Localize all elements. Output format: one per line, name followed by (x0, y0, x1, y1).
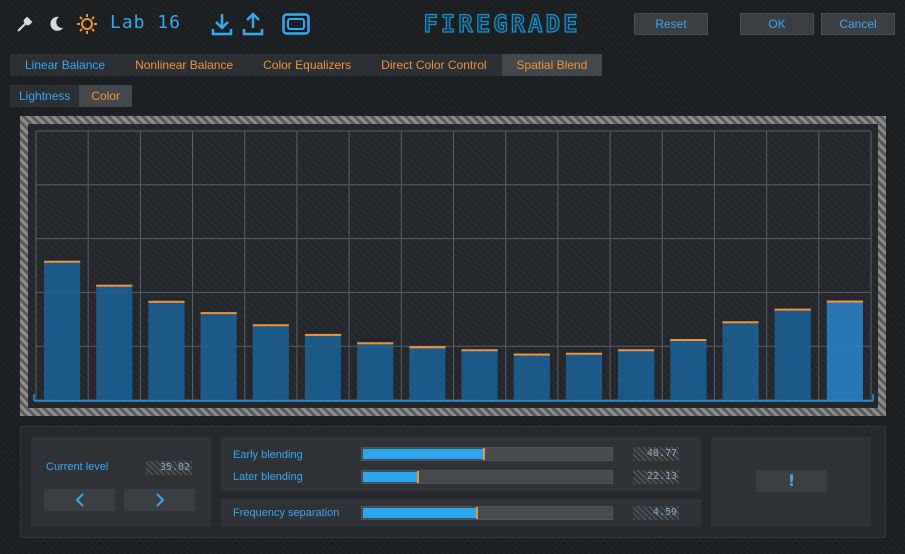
controls-panel: Current level 35.82 Early blending 48.77… (20, 426, 886, 538)
tab-spatial-blend[interactable]: Spatial Blend (501, 54, 603, 76)
reset-button[interactable]: Reset (634, 13, 708, 35)
eyedropper-icon[interactable] (13, 12, 37, 36)
sun-icon[interactable] (75, 12, 99, 36)
frequency-panel: Frequency separation 4.59 (221, 499, 701, 527)
bar-band-14[interactable] (722, 322, 759, 400)
current-level-value[interactable]: 35.82 (146, 461, 192, 475)
bar-band-5[interactable] (252, 325, 289, 400)
frequency-separation-fill (363, 508, 477, 518)
early-blending-fill (363, 449, 484, 459)
later-blending-handle[interactable] (417, 471, 419, 483)
bar-chart-svg[interactable] (28, 124, 878, 408)
warning-panel: ! (711, 437, 871, 527)
ok-button[interactable]: OK (740, 13, 814, 35)
bar-band-9[interactable] (461, 350, 498, 400)
bar-band-13[interactable] (670, 340, 707, 400)
subtab-color[interactable]: Color (79, 85, 133, 107)
sub-tabs: Lightness Color (10, 85, 133, 107)
early-blending-value[interactable]: 48.77 (633, 447, 679, 461)
spatial-blend-chart-frame (20, 116, 886, 416)
frequency-separation-handle[interactable] (476, 507, 478, 519)
bar-cap-6[interactable] (304, 333, 342, 336)
bar-cap-1[interactable] (44, 260, 81, 263)
bar-band-1[interactable] (44, 261, 81, 400)
current-level-label: Current level (46, 461, 109, 473)
bar-cap-14[interactable] (722, 321, 759, 324)
preview-frame-icon[interactable] (282, 11, 310, 37)
frequency-separation-slider[interactable] (361, 506, 613, 520)
bar-band-16[interactable] (826, 301, 863, 400)
level-panel: Current level 35.82 (31, 437, 211, 527)
bar-cap-12[interactable] (618, 349, 655, 352)
tab-nonlinear-balance[interactable]: Nonlinear Balance (135, 58, 234, 72)
subtab-lightness[interactable]: Lightness (19, 89, 71, 103)
chevron-right-icon (155, 493, 164, 507)
bar-cap-8[interactable] (409, 346, 446, 349)
bar-cap-10[interactable] (513, 353, 550, 356)
bar-band-15[interactable] (774, 309, 811, 400)
color-space-label[interactable]: Lab 16 (110, 12, 182, 33)
moon-icon[interactable] (44, 12, 68, 36)
frequency-separation-value[interactable]: 4.59 (633, 506, 679, 520)
bar-cap-15[interactable] (774, 308, 811, 311)
bar-band-11[interactable] (565, 353, 603, 400)
spatial-blend-chart[interactable] (28, 124, 878, 408)
frequency-separation-label: Frequency separation (233, 507, 340, 519)
download-icon[interactable] (209, 11, 235, 37)
bar-cap-5[interactable] (252, 324, 289, 327)
bar-cap-9[interactable] (461, 349, 498, 352)
bar-cap-16[interactable] (826, 300, 863, 303)
cancel-button[interactable]: Cancel (821, 13, 895, 35)
svg-text:FIREGRADE: FIREGRADE (423, 10, 580, 38)
tab-linear-balance[interactable]: Linear Balance (25, 58, 106, 72)
later-blending-fill (363, 472, 418, 482)
chevron-left-icon (75, 493, 84, 507)
blending-panel: Early blending 48.77 Later blending 22.1… (221, 437, 701, 491)
tab-direct-color-control[interactable]: Direct Color Control (381, 58, 487, 72)
tab-color-equalizers[interactable]: Color Equalizers (263, 58, 352, 72)
bar-band-10[interactable] (513, 354, 550, 400)
bar-band-4[interactable] (200, 313, 237, 400)
bar-cap-11[interactable] (565, 352, 603, 355)
bar-cap-3[interactable] (148, 300, 185, 303)
bar-cap-7[interactable] (357, 342, 394, 345)
early-blending-slider[interactable] (361, 447, 613, 461)
bar-band-3[interactable] (148, 301, 185, 400)
previous-band-button[interactable] (44, 489, 115, 511)
bar-band-12[interactable] (618, 350, 655, 400)
bar-cap-4[interactable] (200, 312, 237, 315)
top-toolbar: Lab 16 FIREGRADE Reset OK Cancel (0, 0, 905, 48)
bar-band-6[interactable] (304, 334, 342, 400)
bar-cap-2[interactable] (96, 284, 133, 287)
upload-icon[interactable] (240, 11, 266, 37)
main-tabs: Linear Balance Nonlinear Balance Color E… (10, 54, 603, 76)
bar-band-8[interactable] (409, 347, 446, 400)
early-blending-handle[interactable] (483, 448, 485, 460)
warning-button[interactable]: ! (756, 470, 827, 492)
early-blending-label: Early blending (233, 449, 303, 461)
brand-logo: FIREGRADE (388, 8, 616, 40)
later-blending-value[interactable]: 22.13 (633, 470, 679, 484)
bar-cap-13[interactable] (670, 339, 707, 342)
bar-band-2[interactable] (96, 285, 133, 400)
bar-band-7[interactable] (357, 343, 394, 400)
next-band-button[interactable] (124, 489, 195, 511)
later-blending-label: Later blending (233, 471, 303, 483)
later-blending-slider[interactable] (361, 470, 613, 484)
